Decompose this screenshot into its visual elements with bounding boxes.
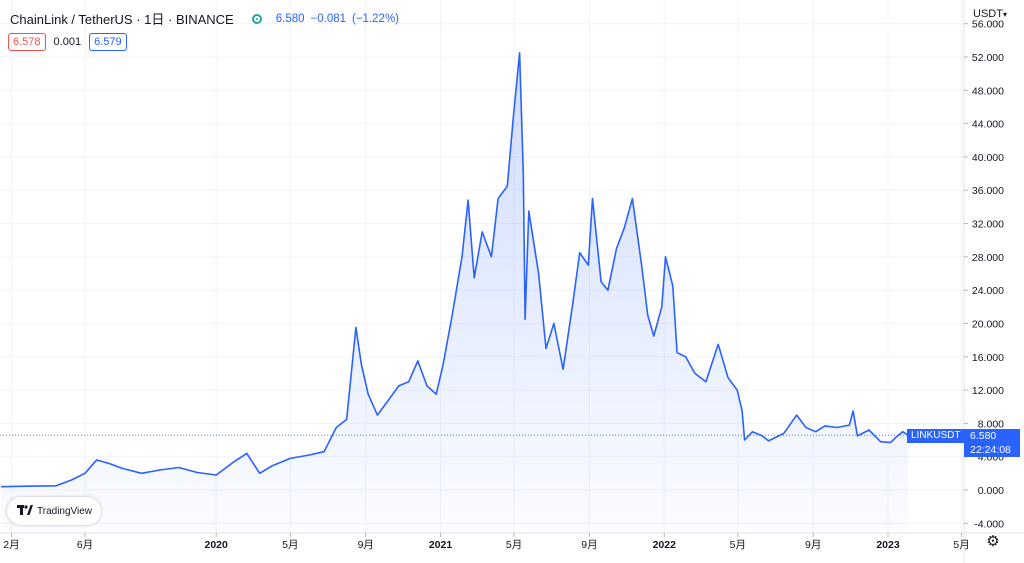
- y-tick-label: -4.000: [974, 518, 1004, 530]
- y-tick-label: 20.000: [972, 318, 1004, 330]
- last-price-tag: 6.580 22:24:08: [964, 429, 1020, 457]
- price-line: [0, 52, 909, 488]
- gear-icon[interactable]: ⚙: [986, 533, 1000, 550]
- price-area-fill: [1, 52, 909, 534]
- symbol-title[interactable]: ChainLink / TetherUS · 1日 · BINANCE: [10, 12, 234, 27]
- chevron-down-icon: ▾: [1002, 10, 1007, 19]
- x-tick-label: 5月: [506, 539, 522, 551]
- bar-countdown: 22:24:08: [970, 444, 1011, 456]
- y-tick-label: 48.000: [972, 85, 1004, 97]
- spread-value: 0.001: [53, 36, 82, 48]
- x-tick-label: 2023: [876, 539, 900, 551]
- symbol-header: ChainLink / TetherUS · 1日 · BINANCE 6.58…: [10, 9, 405, 28]
- x-tick-label: 2021: [429, 539, 453, 551]
- symbol-price-tag: LINKUSDT: [907, 429, 965, 443]
- x-tick-label: 2022: [653, 539, 677, 551]
- y-tick-label: 28.000: [972, 252, 1004, 264]
- tradingview-logo[interactable]: TradingView: [7, 497, 101, 525]
- x-tick-label: 6月: [77, 539, 93, 551]
- price-change: −0.081: [310, 12, 347, 25]
- currency-selector[interactable]: USDT▾: [973, 8, 1007, 20]
- x-tick-label: 2月: [3, 539, 19, 551]
- currency-label: USDT: [973, 8, 1003, 20]
- buy-button[interactable]: 6.579: [89, 33, 127, 51]
- x-tick-label: 9月: [358, 539, 374, 551]
- y-tick-label: 56.000: [972, 19, 1004, 31]
- y-tick-label: 16.000: [972, 352, 1004, 364]
- y-tick-label: 52.000: [972, 52, 1004, 64]
- y-tick-label: 24.000: [972, 285, 1004, 297]
- y-tick-label: 12.000: [972, 385, 1004, 397]
- last-price-tag-value: 6.580: [970, 430, 997, 442]
- y-tick-label: 40.000: [972, 152, 1004, 164]
- x-tick-label: 5月: [730, 539, 746, 551]
- x-tick-label: 2020: [204, 539, 228, 551]
- y-tick-label: 44.000: [972, 119, 1004, 131]
- y-tick-label: 8.000: [978, 418, 1004, 430]
- market-open-dot-icon: [251, 13, 262, 24]
- y-tick-label: 32.000: [972, 219, 1004, 231]
- y-tick-label: 0.000: [978, 485, 1004, 497]
- price-change-pct: (−1.22%): [352, 12, 399, 25]
- bid-ask-panel: 6.578 0.001 6.579: [8, 33, 127, 51]
- sell-button[interactable]: 6.578: [8, 33, 46, 51]
- time-axis[interactable]: 2月 6月 2020 5月 9月 2021 5月 9月 2022 5月 9月 2023 5月: [3, 533, 970, 551]
- x-tick-label: 9月: [581, 539, 597, 551]
- tradingview-logo-icon: [17, 504, 35, 518]
- x-tick-label: 9月: [805, 539, 821, 551]
- x-tick-label: 5月: [282, 539, 298, 551]
- last-price: 6.580: [275, 12, 305, 25]
- x-tick-label: 5月: [953, 539, 969, 551]
- y-tick-label: 36.000: [972, 185, 1004, 197]
- tradingview-logo-text: TradingView: [37, 505, 93, 517]
